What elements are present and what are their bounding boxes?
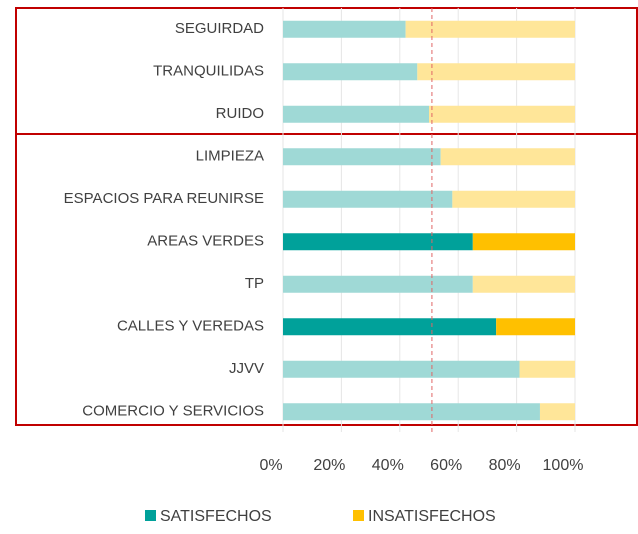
bar-segment [472, 233, 575, 251]
bar-segment [283, 148, 441, 166]
bar-segment [405, 20, 575, 38]
bar-segment [283, 63, 418, 81]
bar-segment [429, 105, 575, 123]
x-tick-label: 40% [372, 457, 404, 474]
legend-swatch [145, 510, 156, 521]
y-tick-label: COMERCIO Y SERVICIOS [82, 403, 264, 420]
bar-segment [283, 318, 497, 336]
bar-segment [283, 403, 540, 421]
y-tick-label: SEGUIRDAD [175, 20, 264, 37]
bar-segment [519, 360, 575, 378]
bar-segment [283, 105, 429, 123]
legend-label: INSATISFECHOS [368, 508, 496, 525]
y-tick-label: AREAS VERDES [147, 233, 264, 250]
bar-segment [452, 190, 575, 208]
y-tick-label: LIMPIEZA [196, 148, 264, 165]
bar-segment [283, 190, 453, 208]
x-tick-label: 60% [430, 457, 462, 474]
bar-segment [417, 63, 575, 81]
bar-segment [283, 20, 406, 38]
x-tick-label: 80% [489, 457, 521, 474]
y-tick-label: JJVV [229, 360, 264, 377]
y-tick-label: CALLES Y VEREDAS [117, 318, 264, 335]
bar-segment [496, 318, 575, 336]
y-tick-label: TRANQUILIDAS [153, 63, 264, 80]
y-tick-label: TP [245, 275, 264, 292]
bar-segment [283, 233, 473, 251]
y-tick-label: ESPACIOS PARA REUNIRSE [64, 190, 264, 207]
bar-segment [283, 360, 520, 378]
y-tick-label: RUIDO [216, 105, 264, 122]
bar-segment [283, 275, 473, 293]
group-box [15, 133, 638, 426]
x-tick-label: 100% [543, 457, 584, 474]
bar-segment [539, 403, 575, 421]
legend-label: SATISFECHOS [160, 508, 272, 525]
bar-segment [472, 275, 575, 293]
x-tick-label: 0% [259, 457, 282, 474]
x-tick-label: 20% [313, 457, 345, 474]
legend-swatch [353, 510, 364, 521]
bar-segment [440, 148, 575, 166]
